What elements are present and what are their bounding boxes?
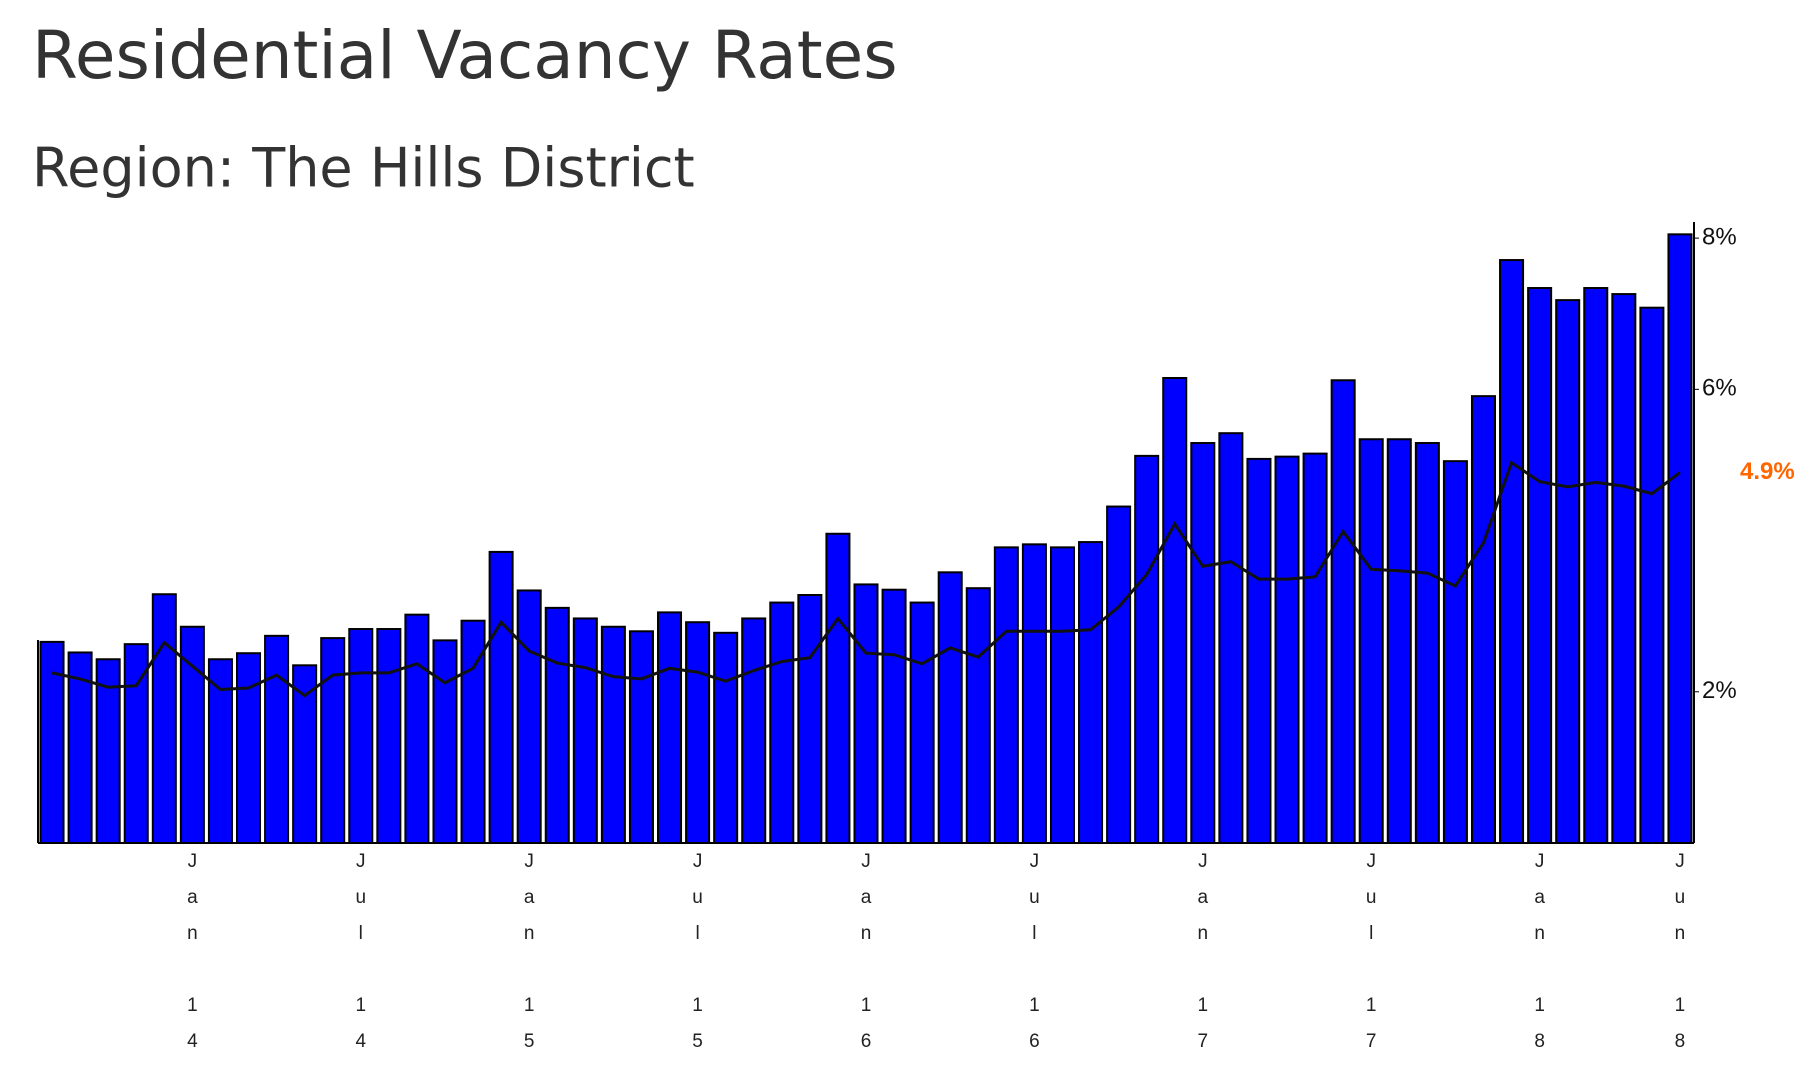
bar xyxy=(1021,543,1047,845)
value-label: 4.9% xyxy=(1740,458,1795,485)
chart-subtitle: Region: The Hills District xyxy=(32,137,695,200)
bar xyxy=(825,532,851,844)
bar xyxy=(1246,457,1272,844)
bar xyxy=(1555,299,1581,844)
bar xyxy=(600,625,626,844)
bar xyxy=(741,617,767,844)
bar xyxy=(685,621,711,844)
bar xyxy=(179,625,205,844)
bar xyxy=(39,640,65,844)
bar xyxy=(572,617,598,844)
bar xyxy=(488,550,514,845)
bar xyxy=(95,658,121,845)
bar xyxy=(1302,452,1328,844)
bar xyxy=(713,631,739,844)
bar xyxy=(376,628,402,845)
bar xyxy=(1218,432,1244,844)
bar xyxy=(1049,546,1075,844)
bar xyxy=(516,589,542,845)
bar xyxy=(993,546,1019,844)
bar xyxy=(1358,438,1384,844)
bar xyxy=(1499,259,1525,844)
bar xyxy=(937,571,963,844)
bar xyxy=(1330,379,1356,844)
bar xyxy=(544,606,570,844)
bar xyxy=(151,593,177,844)
bar xyxy=(123,643,149,845)
y-tick-label: 8% xyxy=(1702,223,1737,250)
bar xyxy=(1583,287,1609,844)
line xyxy=(51,460,1681,698)
bar xyxy=(1442,460,1468,844)
bar xyxy=(1611,293,1637,844)
bar xyxy=(1274,455,1300,844)
bar xyxy=(853,583,879,844)
bar xyxy=(236,652,262,844)
bar xyxy=(657,611,683,845)
bar xyxy=(207,658,233,845)
bar xyxy=(909,601,935,844)
y-tick-label: 2% xyxy=(1702,677,1737,704)
bar xyxy=(1134,454,1160,844)
bar xyxy=(1190,442,1216,844)
bar xyxy=(1639,306,1665,844)
bar xyxy=(881,588,907,845)
bar xyxy=(432,639,458,844)
bar xyxy=(1414,442,1440,844)
chart-title: Residential Vacancy Rates xyxy=(32,17,898,94)
y-tick-label: 6% xyxy=(1702,375,1737,402)
bar xyxy=(1162,377,1188,844)
bar xyxy=(348,628,374,845)
bar xyxy=(320,637,346,844)
bar xyxy=(965,587,991,844)
bar xyxy=(264,634,290,845)
bar xyxy=(628,630,654,844)
bar xyxy=(292,664,318,844)
bar xyxy=(1078,541,1104,844)
bar xyxy=(404,613,430,844)
bar xyxy=(1106,505,1132,844)
bar xyxy=(1386,438,1412,844)
bar xyxy=(1470,395,1496,844)
bar xyxy=(1667,233,1693,844)
bar xyxy=(797,594,823,844)
bar xyxy=(67,651,93,845)
bar xyxy=(460,619,486,845)
bar xyxy=(769,601,795,844)
bar xyxy=(1527,287,1553,844)
